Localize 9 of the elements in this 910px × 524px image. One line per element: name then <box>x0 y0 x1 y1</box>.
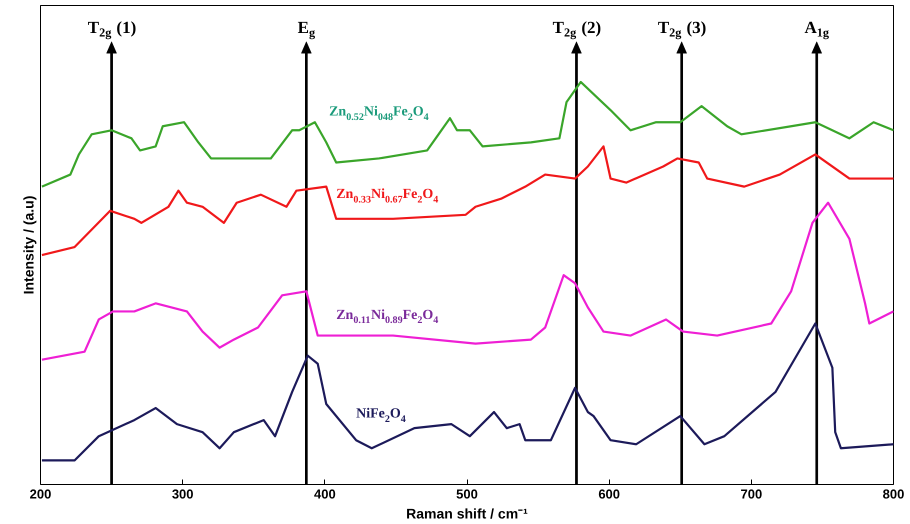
x-tick-label: 300 <box>172 486 194 502</box>
x-tick-label: 600 <box>598 486 620 502</box>
x-tick-label: 500 <box>456 486 478 502</box>
x-tick-label: 800 <box>882 486 904 502</box>
y-axis-title: Intensity / (a.u) <box>20 196 36 294</box>
x-axis-title: Raman shift / cm⁻¹ <box>406 506 528 522</box>
x-tick-label: 200 <box>30 486 52 502</box>
x-tick-label: 700 <box>740 486 762 502</box>
x-tick-label: 400 <box>314 486 336 502</box>
